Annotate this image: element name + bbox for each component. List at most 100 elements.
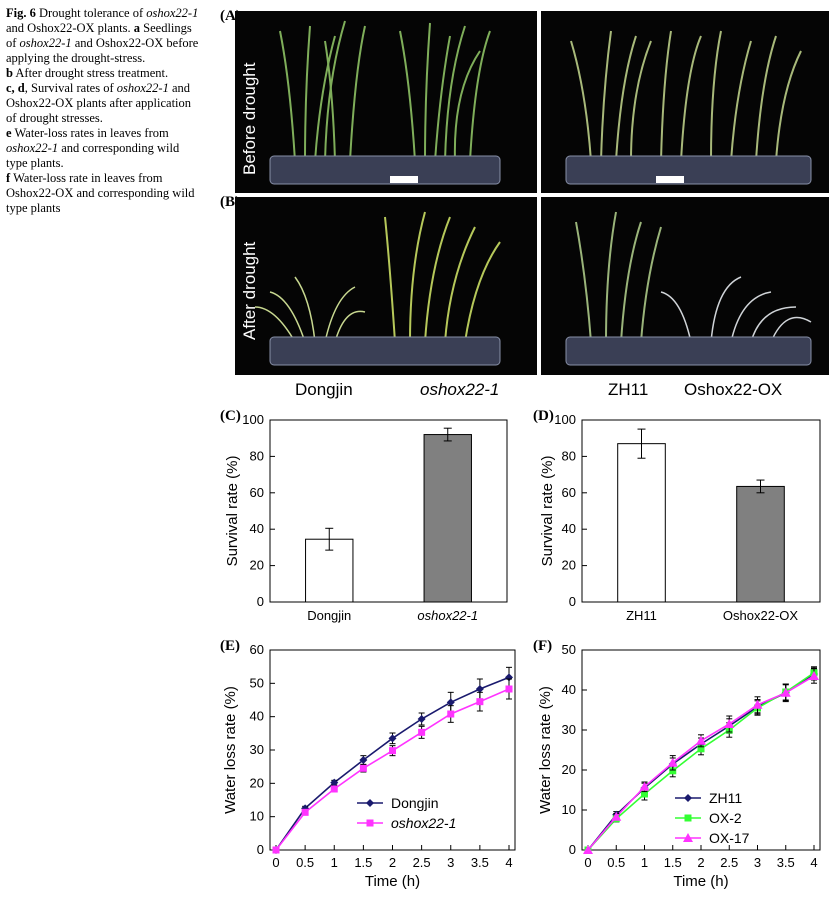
x-tick-label: 2.5 bbox=[413, 855, 431, 870]
data-point bbox=[447, 710, 455, 718]
y-tick-label: 10 bbox=[562, 802, 576, 817]
series-line bbox=[587, 672, 815, 851]
caption-b-text: After drought stress treatment. bbox=[15, 66, 169, 80]
y-axis-label: Survival rate (%) bbox=[539, 456, 556, 567]
plants-illustration bbox=[565, 30, 812, 185]
y-tick-label: 40 bbox=[562, 682, 576, 697]
data-point bbox=[388, 734, 397, 743]
bar bbox=[736, 485, 785, 603]
data-point bbox=[611, 811, 622, 821]
y-tick-label: 20 bbox=[250, 558, 264, 573]
chart-e: 0 10 20 30 40 50 60 0 0.5 1 1.5 2 2.5 3 3.5 4 Time (h) Wa… bbox=[222, 642, 516, 890]
data-point bbox=[639, 781, 650, 791]
data-point bbox=[641, 790, 648, 798]
data-point bbox=[389, 747, 396, 755]
data-point bbox=[272, 846, 280, 854]
label-dongjin: Dongjin bbox=[295, 380, 353, 399]
x-tick-label: 3 bbox=[754, 855, 761, 870]
legend-label: ZH11 bbox=[709, 790, 742, 806]
panel-label-e: (E) bbox=[220, 638, 240, 654]
caption-e-label: e bbox=[6, 126, 12, 140]
x-tick-label: 0.5 bbox=[296, 855, 314, 870]
panel-label-f: (F) bbox=[533, 638, 553, 654]
data-point bbox=[475, 685, 484, 693]
data-point bbox=[752, 699, 763, 709]
caption-cd-text: , Survival rates of bbox=[24, 81, 114, 95]
y-tick-label: 60 bbox=[250, 485, 264, 500]
x-tick-label: 1 bbox=[331, 855, 338, 870]
x-category-label: Dongjin bbox=[307, 608, 351, 623]
bar bbox=[617, 443, 666, 603]
x-tick-label: 2.5 bbox=[720, 855, 738, 870]
series-line bbox=[587, 673, 815, 851]
caption-genotype: oshox22-1 bbox=[19, 36, 72, 50]
x-tick-label: 3.5 bbox=[777, 855, 795, 870]
y-tick-label: 0 bbox=[257, 594, 264, 609]
caption-f-text: Water-loss rate in leaves from Oshox22-O… bbox=[6, 171, 195, 215]
figure-caption: Fig. 6 Drought tolerance of oshox22-1 an… bbox=[6, 6, 202, 216]
legend-label: oshox22-1 bbox=[391, 815, 456, 831]
y-tick-label: 20 bbox=[562, 762, 576, 777]
y-tick-label: 20 bbox=[250, 775, 264, 790]
x-tick-label: 1 bbox=[641, 855, 648, 870]
y-tick-label: 80 bbox=[250, 448, 264, 463]
y-tick-label: 50 bbox=[562, 642, 576, 657]
x-tick-label: 0 bbox=[584, 855, 591, 870]
x-category-label: oshox22-1 bbox=[417, 608, 478, 623]
x-tick-label: 1.5 bbox=[664, 855, 682, 870]
legend-marker bbox=[683, 833, 693, 842]
data-point bbox=[446, 698, 455, 707]
x-tick-label: 4 bbox=[810, 855, 817, 870]
caption-cd-text2: and Oshox22-OX plants after application … bbox=[6, 81, 192, 125]
photo-a-right bbox=[541, 11, 829, 193]
plants-illustration bbox=[254, 211, 501, 366]
caption-e-text: Water-loss rates in leaves from bbox=[14, 126, 169, 140]
data-point bbox=[418, 728, 426, 736]
photo-a-left bbox=[235, 11, 537, 193]
y-tick-label: 100 bbox=[242, 412, 264, 427]
row-label-after: After drought bbox=[240, 241, 259, 340]
data-point bbox=[330, 778, 339, 787]
caption-a-text: Seedlings of bbox=[6, 21, 192, 50]
data-point bbox=[724, 719, 735, 728]
legend-label: OX-17 bbox=[709, 830, 750, 846]
data-point bbox=[669, 767, 677, 775]
plot-frame bbox=[269, 419, 508, 603]
data-point bbox=[780, 687, 791, 697]
legend-marker bbox=[684, 794, 692, 802]
x-tick-label: 0.5 bbox=[607, 855, 625, 870]
legend-marker bbox=[366, 819, 374, 827]
data-point bbox=[330, 785, 338, 793]
y-tick-label: 0 bbox=[569, 594, 576, 609]
caption-e-text2: and corresponding wild type plants. bbox=[6, 141, 180, 170]
x-tick-label: 2 bbox=[389, 855, 396, 870]
data-point bbox=[359, 756, 368, 764]
caption-title: Drought tolerance of bbox=[38, 6, 144, 20]
caption-fig-number: Fig. 6 bbox=[6, 6, 36, 20]
label-oshox22-1: oshox22-1 bbox=[420, 380, 500, 399]
caption-genotype: oshox22-1 bbox=[6, 141, 59, 155]
y-axis-label: Survival rate (%) bbox=[224, 456, 241, 567]
plants-illustration bbox=[269, 20, 501, 185]
data-point bbox=[476, 698, 484, 706]
photo-b-left bbox=[235, 197, 537, 375]
y-tick-label: 10 bbox=[250, 809, 264, 824]
chart-c: 0 20 40 60 80 100 Dongjin oshox22-1 Survival rat… bbox=[224, 412, 508, 623]
plants-illustration bbox=[565, 211, 812, 366]
y-tick-label: 0 bbox=[257, 842, 264, 857]
data-point bbox=[696, 735, 706, 745]
data-point bbox=[583, 845, 593, 854]
data-point bbox=[505, 685, 513, 693]
bar bbox=[423, 434, 472, 603]
y-tick-label: 40 bbox=[562, 521, 576, 536]
data-point bbox=[667, 757, 678, 767]
data-point bbox=[697, 745, 705, 753]
x-axis-label: Time (h) bbox=[365, 873, 420, 890]
legend-label: Dongjin bbox=[391, 795, 438, 811]
y-axis-label: Water loss rate (%) bbox=[537, 686, 554, 814]
caption-text: and Oshox22-OX plants. bbox=[6, 21, 131, 35]
y-tick-label: 50 bbox=[250, 675, 264, 690]
caption-f-label: f bbox=[6, 171, 11, 185]
data-point bbox=[301, 808, 309, 816]
x-tick-label: 0 bbox=[272, 855, 279, 870]
